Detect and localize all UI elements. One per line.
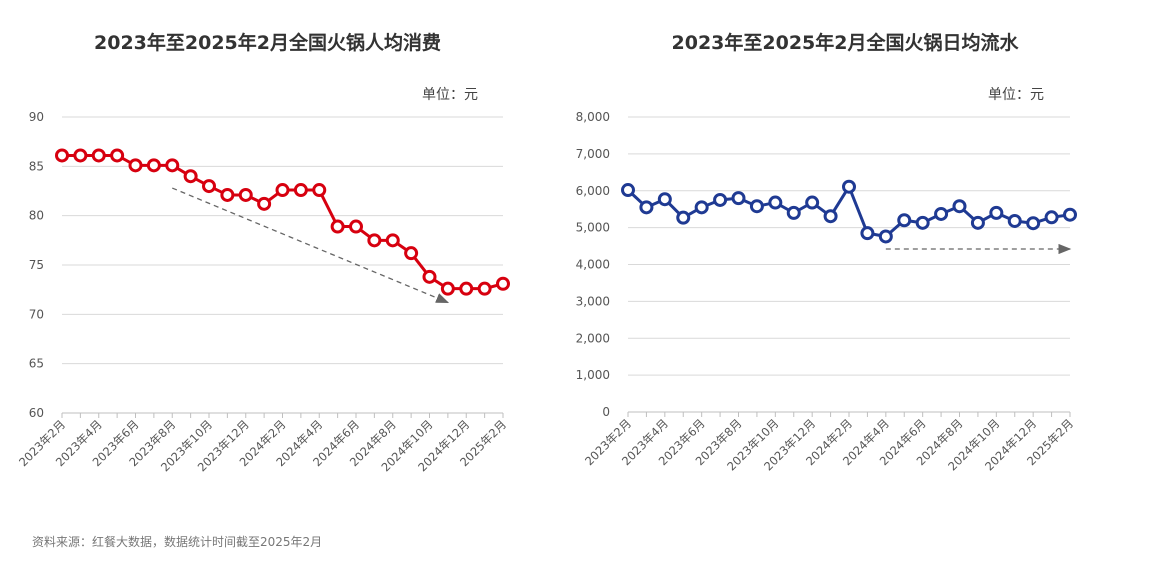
left-data-point	[367, 233, 382, 248]
right-data-point	[878, 229, 893, 244]
left-data-point	[91, 148, 106, 163]
right-data-point	[970, 215, 985, 230]
right-y-tick-label: 7,000	[576, 147, 610, 161]
right-unit-label: 单位：元	[988, 87, 1044, 103]
left-data-point	[257, 196, 272, 211]
right-data-point	[657, 192, 672, 207]
right-data-point	[1007, 213, 1022, 228]
right-data-point	[897, 213, 912, 228]
source-note: 资料来源：红餐大数据，数据统计时间截至2025年2月	[32, 535, 323, 549]
left-data-point	[312, 183, 327, 198]
right-y-tick-label: 1,000	[576, 368, 610, 382]
right-chart-title: 2023年至2025年2月全国火锅日均流水	[671, 32, 1019, 54]
right-data-point	[823, 209, 838, 224]
left-data-point	[220, 187, 235, 202]
left-data-point	[496, 276, 510, 291]
left-y-tick-label: 70	[29, 307, 44, 321]
right-data-point	[713, 192, 728, 207]
left-data-point	[202, 179, 216, 194]
right-data-point	[860, 226, 875, 241]
right-y-tick-label: 2,000	[576, 331, 610, 345]
right-y-tick-label: 0	[602, 405, 610, 419]
left-data-point	[165, 158, 180, 173]
left-line-chart: 606570758085902023年2月2023年4月2023年6月2023年…	[16, 110, 510, 474]
left-data-point	[55, 148, 69, 163]
right-y-tick-label: 3,000	[576, 294, 610, 308]
left-data-point	[477, 281, 492, 296]
right-data-point	[1063, 207, 1077, 222]
right-data-point	[952, 199, 967, 214]
right-data-point	[842, 179, 856, 194]
right-data-point	[1044, 210, 1059, 225]
right-y-tick-label: 6,000	[576, 184, 610, 198]
left-y-tick-label: 85	[29, 159, 44, 173]
right-data-point	[694, 200, 709, 215]
left-chart-title: 2023年至2025年2月全国火锅人均消费	[94, 32, 441, 54]
left-data-point	[183, 169, 198, 184]
left-series-line	[62, 153, 504, 291]
right-line-chart: 0 1,000 2,000 3,000 4,000 5,000 6,000 7,000 8,00…	[576, 110, 1077, 473]
right-data-point	[749, 199, 764, 214]
left-data-point	[422, 269, 437, 284]
left-trend-arrow	[172, 187, 450, 304]
left-y-tick-label: 60	[29, 406, 44, 420]
left-data-point	[128, 158, 143, 173]
right-data-point	[934, 206, 949, 221]
left-data-point	[73, 148, 88, 163]
right-data-point	[768, 195, 783, 210]
right-data-point	[731, 191, 746, 206]
left-data-point	[404, 246, 419, 261]
right-y-tick-label: 4,000	[576, 258, 610, 272]
left-unit-label: 单位：元	[422, 87, 478, 103]
left-data-point	[330, 219, 345, 234]
right-data-point	[989, 205, 1004, 220]
right-data-point	[676, 210, 691, 225]
right-data-point	[786, 205, 801, 220]
left-y-tick-label: 80	[29, 209, 44, 223]
left-data-point	[440, 281, 455, 296]
left-data-point	[459, 281, 474, 296]
right-data-point	[805, 195, 820, 210]
left-y-tick-label: 65	[29, 357, 44, 371]
right-data-point	[621, 183, 635, 198]
right-series-line	[626, 185, 1071, 238]
left-data-point	[110, 148, 125, 163]
left-data-point	[385, 233, 400, 248]
left-y-tick-label: 90	[29, 110, 44, 124]
left-data-point	[349, 219, 363, 234]
left-data-point	[275, 183, 290, 198]
right-data-point	[639, 200, 654, 215]
right-data-point	[915, 215, 930, 230]
left-data-point	[146, 158, 161, 173]
left-y-tick-label: 75	[29, 258, 44, 272]
right-data-point	[1026, 216, 1041, 231]
left-data-point	[238, 187, 253, 202]
left-data-point	[293, 183, 308, 198]
right-y-tick-label: 5,000	[576, 221, 610, 235]
right-y-tick-label: 8,000	[576, 110, 610, 124]
